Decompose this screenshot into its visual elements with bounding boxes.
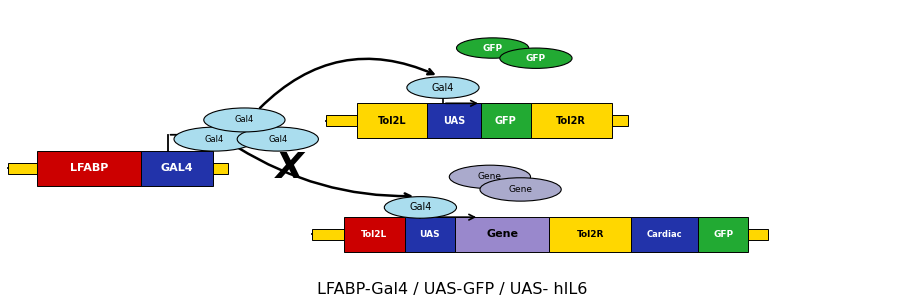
FancyBboxPatch shape <box>37 151 141 186</box>
Text: GFP: GFP <box>712 230 732 239</box>
FancyBboxPatch shape <box>405 217 454 252</box>
Text: LFABP: LFABP <box>70 163 107 173</box>
Text: LFABP-Gal4 / UAS-GFP / UAS- hIL6: LFABP-Gal4 / UAS-GFP / UAS- hIL6 <box>316 282 587 297</box>
Ellipse shape <box>456 38 528 58</box>
Text: Gal4: Gal4 <box>268 135 287 144</box>
Ellipse shape <box>173 127 255 151</box>
Text: GFP: GFP <box>482 44 502 53</box>
FancyBboxPatch shape <box>747 229 767 240</box>
Text: Tol2R: Tol2R <box>576 230 603 239</box>
FancyBboxPatch shape <box>698 217 747 252</box>
Text: UAS: UAS <box>442 116 464 126</box>
Text: Gene: Gene <box>486 229 517 239</box>
Text: Gal4: Gal4 <box>205 135 224 144</box>
Ellipse shape <box>203 108 284 132</box>
Text: Gal4: Gal4 <box>409 203 431 213</box>
FancyBboxPatch shape <box>357 103 426 138</box>
Text: Gene: Gene <box>478 172 501 182</box>
Text: GFP: GFP <box>526 54 545 63</box>
FancyBboxPatch shape <box>480 103 530 138</box>
Ellipse shape <box>237 127 318 151</box>
Ellipse shape <box>384 197 456 218</box>
FancyBboxPatch shape <box>426 103 480 138</box>
FancyBboxPatch shape <box>630 217 698 252</box>
Text: Gene: Gene <box>508 185 532 194</box>
Text: Gal4: Gal4 <box>432 82 453 93</box>
FancyBboxPatch shape <box>8 163 37 174</box>
FancyBboxPatch shape <box>212 163 228 174</box>
FancyBboxPatch shape <box>530 103 611 138</box>
FancyBboxPatch shape <box>141 151 212 186</box>
Ellipse shape <box>499 48 572 68</box>
Text: Tol2L: Tol2L <box>361 230 387 239</box>
Ellipse shape <box>406 77 479 98</box>
Ellipse shape <box>479 178 561 201</box>
Ellipse shape <box>449 165 530 188</box>
Text: Tol2R: Tol2R <box>555 116 585 126</box>
FancyBboxPatch shape <box>343 217 405 252</box>
FancyBboxPatch shape <box>312 229 343 240</box>
Text: Cardiac: Cardiac <box>646 230 682 239</box>
Text: Tol2L: Tol2L <box>377 116 405 126</box>
FancyBboxPatch shape <box>325 115 357 126</box>
FancyBboxPatch shape <box>611 115 628 126</box>
FancyBboxPatch shape <box>454 217 549 252</box>
Text: GAL4: GAL4 <box>160 163 193 173</box>
FancyBboxPatch shape <box>549 217 630 252</box>
Text: X: X <box>275 151 303 185</box>
Text: GFP: GFP <box>494 116 516 126</box>
Text: Gal4: Gal4 <box>235 116 254 124</box>
Text: UAS: UAS <box>419 230 440 239</box>
